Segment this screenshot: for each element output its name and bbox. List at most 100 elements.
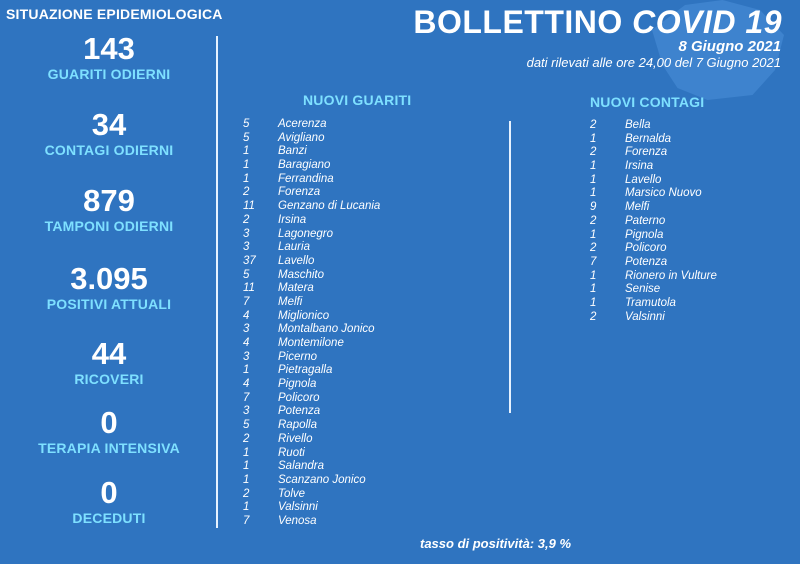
title-main: BOLLETTINO (413, 4, 633, 40)
municipality: Baragiano (278, 159, 331, 172)
positivity-label: tasso di positività: (420, 536, 535, 551)
list-item: 1 Irsina (590, 160, 780, 174)
count: 9 (590, 201, 597, 214)
guariti-heading: NUOVI GUARITI (303, 92, 412, 108)
count: 37 (243, 254, 256, 267)
count: 2 (243, 432, 250, 445)
count: 4 (243, 309, 250, 322)
stat-value: 0 (100, 405, 118, 440)
stat-label: POSITIVI ATTUALI (46, 296, 172, 312)
count: 11 (243, 282, 255, 295)
list-item: 2 Tolve (243, 488, 493, 502)
municipality: Ruoti (278, 446, 305, 459)
municipality: Salandra (278, 460, 325, 473)
list-item: 5 Acerenza (243, 118, 493, 132)
municipality: Forenza (278, 186, 321, 199)
list-item: 1 Tramutola (590, 297, 780, 311)
list-item: 1 Baragiano (243, 159, 493, 173)
municipality: Pietragalla (278, 364, 333, 377)
stat-label: CONTAGI ODIERNI (44, 142, 174, 158)
municipality: Maschito (278, 268, 325, 281)
list-item: 1 Valsinni (243, 501, 493, 515)
municipality: Scanzano Jonico (278, 473, 366, 486)
count: 2 (590, 242, 597, 255)
stat-positivi: 3.095 POSITIVI ATTUALI (0, 261, 218, 313)
count: 2 (590, 310, 597, 323)
count: 2 (590, 214, 597, 227)
list-item: 4 Montemilone (243, 337, 493, 351)
count: 1 (590, 283, 597, 296)
municipality: Tramutola (625, 296, 676, 309)
municipality: Bernalda (625, 132, 672, 145)
title-covid: COVID 19 (632, 4, 782, 40)
municipality: Banzi (278, 145, 307, 158)
municipality: Lavello (278, 254, 315, 267)
count: 3 (243, 405, 250, 418)
count: 5 (243, 268, 250, 281)
list-item: 3 Lauria (243, 241, 493, 255)
municipality: Venosa (278, 514, 317, 527)
municipality: Pignola (278, 378, 317, 391)
list-item: 3 Picerno (243, 351, 493, 365)
count: 7 (243, 295, 250, 308)
positivity-value: 3,9 % (537, 536, 572, 551)
list-item: 11 Genzano di Lucania (243, 200, 493, 214)
stat-contagi: 34 CONTAGI ODIERNI (0, 108, 218, 159)
municipality: Paterno (625, 214, 666, 227)
municipality: Pignola (625, 228, 664, 241)
list-item: 2 Paterno (590, 215, 780, 229)
count: 1 (243, 501, 250, 514)
count: 2 (590, 119, 597, 131)
count: 2 (590, 146, 597, 159)
list-item: 11 Matera (243, 282, 493, 296)
municipality: Miglionico (278, 309, 330, 322)
municipality: Policoro (625, 242, 667, 255)
list-item: 3 Montalbano Jonico (243, 323, 493, 337)
list-item: 7 Policoro (243, 392, 493, 406)
municipality: Potenza (625, 255, 668, 268)
count: 1 (590, 228, 597, 241)
count: 7 (590, 255, 597, 268)
count: 4 (243, 337, 250, 349)
count: 3 (243, 350, 250, 363)
count: 1 (243, 473, 250, 486)
count: 1 (243, 172, 250, 185)
count: 2 (243, 213, 250, 226)
count: 2 (243, 487, 250, 500)
stat-value: 3.095 (70, 261, 148, 296)
municipality: Montemilone (278, 337, 344, 349)
list-item: 3 Potenza (243, 405, 493, 419)
municipality: Avigliano (278, 131, 325, 144)
list-item: 1 Banzi (243, 145, 493, 159)
municipality: Lavello (625, 173, 662, 186)
bulletin-date: 8 Giugno 2021 (678, 38, 781, 55)
stat-value: 0 (100, 475, 118, 510)
list-item: 2 Bella (590, 119, 780, 133)
list-item: 1 Salandra (243, 460, 493, 474)
municipality: Bella (625, 119, 651, 131)
list-item: 5 Rapolla (243, 419, 493, 433)
count: 5 (243, 118, 250, 130)
stat-terapia-intensiva: 0 TERAPIA INTENSIVA (0, 405, 218, 457)
municipality: Rapolla (278, 419, 317, 432)
municipality: Montalbano Jonico (278, 323, 375, 336)
count: 1 (590, 187, 597, 200)
count: 1 (243, 159, 250, 172)
municipality: Lauria (278, 241, 310, 254)
count: 1 (590, 160, 597, 173)
count: 4 (243, 378, 250, 391)
count: 1 (243, 145, 250, 158)
count: 11 (243, 200, 255, 213)
list-item: 2 Forenza (243, 186, 493, 200)
list-item: 1 Lavello (590, 174, 780, 188)
stat-value: 143 (83, 31, 135, 66)
stat-tamponi: 879 TAMPONI ODIERNI (0, 184, 218, 235)
municipality: Ferrandina (278, 172, 334, 185)
count: 1 (590, 296, 597, 309)
list-item: 1 Pietragalla (243, 364, 493, 378)
count: 3 (243, 241, 250, 254)
list-item: 9 Melfi (590, 201, 780, 215)
list-item: 2 Forenza (590, 146, 780, 160)
list-item: 4 Miglionico (243, 310, 493, 324)
municipality: Acerenza (278, 118, 327, 130)
